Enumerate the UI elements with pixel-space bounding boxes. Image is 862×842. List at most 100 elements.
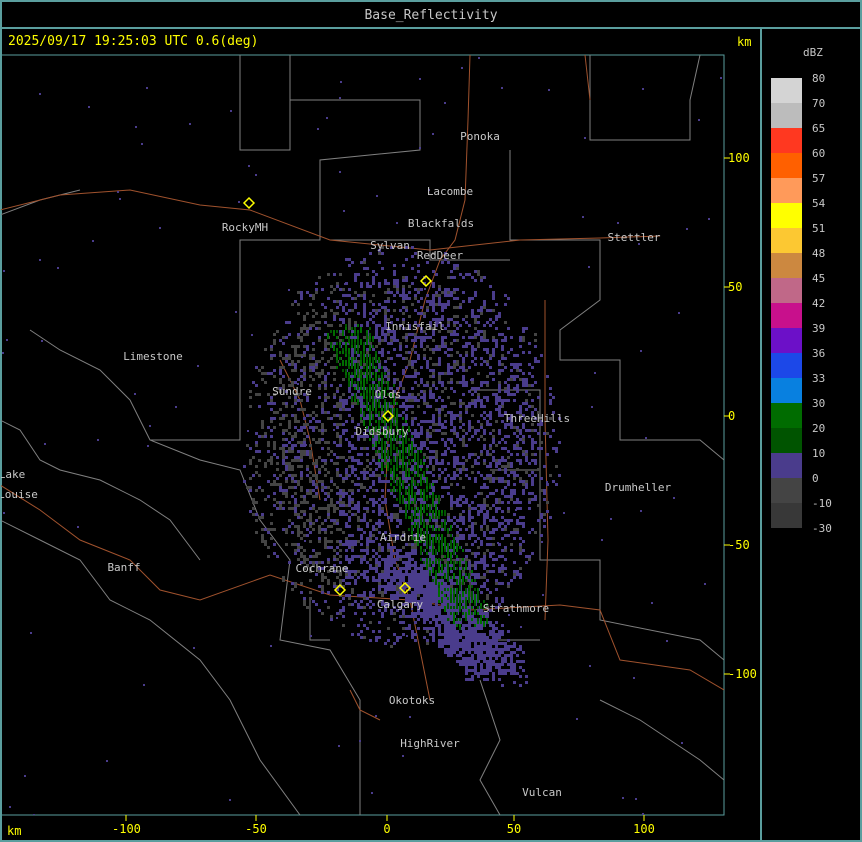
scan-timestamp: 2025/09/17 19:25:03 UTC 0.6(deg) bbox=[8, 34, 259, 49]
legend-label: 51 bbox=[812, 222, 826, 235]
boundary-line bbox=[150, 300, 241, 441]
radar-site-icon bbox=[242, 196, 256, 210]
map-layer: Ponoka Lacombe Blackfalds Sylvan RedDeer Stet… bbox=[0, 55, 724, 815]
place-label: Banff bbox=[107, 561, 140, 574]
place-label: Okotoks bbox=[389, 694, 435, 707]
legend-swatch bbox=[771, 103, 802, 128]
boundary-line bbox=[29, 329, 361, 815]
legend-swatch bbox=[771, 328, 802, 353]
legend-swatch bbox=[771, 278, 802, 303]
boundary-line bbox=[509, 150, 724, 461]
legend-swatch bbox=[771, 78, 802, 103]
legend-unit: dBZ bbox=[803, 46, 823, 59]
place-label: Drumheller bbox=[605, 481, 672, 494]
place-label: Lake bbox=[0, 468, 25, 481]
place-label: Stettler bbox=[608, 231, 661, 244]
road-line bbox=[384, 55, 471, 701]
place-label: Blackfalds bbox=[408, 217, 474, 230]
place-label: Sylvan bbox=[370, 239, 410, 252]
place-label: Limestone bbox=[123, 350, 183, 363]
legend-swatch bbox=[771, 353, 802, 378]
legend-swatch bbox=[771, 378, 802, 403]
legend-label: 20 bbox=[812, 422, 826, 435]
place-label: Lacombe bbox=[427, 185, 473, 198]
x-tick-label: -50 bbox=[245, 822, 267, 836]
legend-label: 39 bbox=[812, 322, 826, 335]
legend-swatch bbox=[771, 428, 802, 453]
place-label: Cochrane bbox=[296, 562, 349, 575]
legend-swatch bbox=[771, 203, 802, 228]
window-title: Base_Reflectivity bbox=[364, 8, 498, 23]
legend-label: 57 bbox=[812, 172, 826, 185]
legend-swatch bbox=[771, 453, 802, 478]
legend-label: 42 bbox=[812, 297, 826, 310]
radar-site-icon bbox=[398, 581, 412, 595]
radar-site-icon bbox=[333, 583, 347, 597]
legend-label: 0 bbox=[812, 472, 819, 485]
place-label: Olds bbox=[375, 388, 402, 401]
place-label: Sundre bbox=[272, 385, 312, 398]
legend-label: 54 bbox=[812, 197, 826, 210]
boundary-line bbox=[1, 419, 201, 561]
place-label: RedDeer bbox=[417, 249, 464, 262]
legend-swatch bbox=[771, 478, 802, 503]
legend-label: -30 bbox=[812, 522, 832, 535]
x-tick-label: 0 bbox=[383, 822, 391, 836]
boundary-line bbox=[479, 679, 501, 815]
road-line bbox=[1, 189, 661, 251]
legend-label: 30 bbox=[812, 397, 826, 410]
legend-label: 65 bbox=[812, 122, 826, 135]
legend-swatch bbox=[771, 178, 802, 203]
legend-swatch bbox=[771, 503, 802, 528]
y-tick-label: -50 bbox=[728, 538, 750, 552]
road-line bbox=[1, 485, 724, 691]
legend-panel bbox=[760, 27, 862, 842]
place-label: Vulcan bbox=[522, 786, 562, 799]
legend-swatch bbox=[771, 228, 802, 253]
legend-swatch bbox=[771, 303, 802, 328]
y-tick-label: 100 bbox=[728, 151, 750, 165]
radar-site-icon bbox=[419, 274, 433, 288]
place-label: Didsbury bbox=[356, 425, 409, 438]
map-frame bbox=[0, 54, 725, 816]
boundary-line bbox=[539, 440, 724, 661]
y-tick-label: 0 bbox=[728, 409, 736, 423]
road-line bbox=[544, 300, 549, 621]
radar-site-icon bbox=[381, 409, 395, 423]
place-label: Innisfail bbox=[385, 320, 445, 333]
place-label: Strathmore bbox=[483, 602, 549, 615]
boundary-line bbox=[309, 600, 330, 641]
boundary-line bbox=[599, 699, 724, 781]
boundary-line bbox=[1, 189, 81, 216]
boundary-line bbox=[589, 55, 701, 141]
place-label: ThreeHills bbox=[504, 412, 570, 425]
road-line bbox=[584, 55, 591, 101]
legend-label: 80 bbox=[812, 72, 826, 85]
legend-label: 33 bbox=[812, 372, 826, 385]
legend-label: 45 bbox=[812, 272, 826, 285]
legend-label: 36 bbox=[812, 347, 826, 360]
legend-swatch bbox=[771, 253, 802, 278]
boundary-line bbox=[1, 519, 301, 815]
legend-label: 48 bbox=[812, 247, 826, 260]
reflectivity-echoes bbox=[2, 57, 722, 815]
km-unit-bottom: km bbox=[7, 824, 22, 838]
legend-swatch bbox=[771, 128, 802, 153]
km-unit-right: km bbox=[737, 35, 752, 49]
place-label: Airdrie bbox=[380, 531, 426, 544]
x-tick-label: -100 bbox=[112, 822, 141, 836]
place-label: RockyMH bbox=[222, 221, 268, 234]
legend-swatch bbox=[771, 403, 802, 428]
x-tick-label: 100 bbox=[633, 822, 655, 836]
place-label: Calgary bbox=[377, 598, 424, 611]
road-line bbox=[349, 689, 381, 721]
x-tick-label: 50 bbox=[506, 822, 522, 836]
place-label: Ponoka bbox=[460, 130, 500, 143]
boundary-line bbox=[239, 55, 421, 300]
place-label: HighRiver bbox=[400, 737, 460, 750]
legend-label: 10 bbox=[812, 447, 826, 460]
legend-label: 70 bbox=[812, 97, 826, 110]
legend-label: 60 bbox=[812, 147, 826, 160]
legend-label: -10 bbox=[812, 497, 832, 510]
